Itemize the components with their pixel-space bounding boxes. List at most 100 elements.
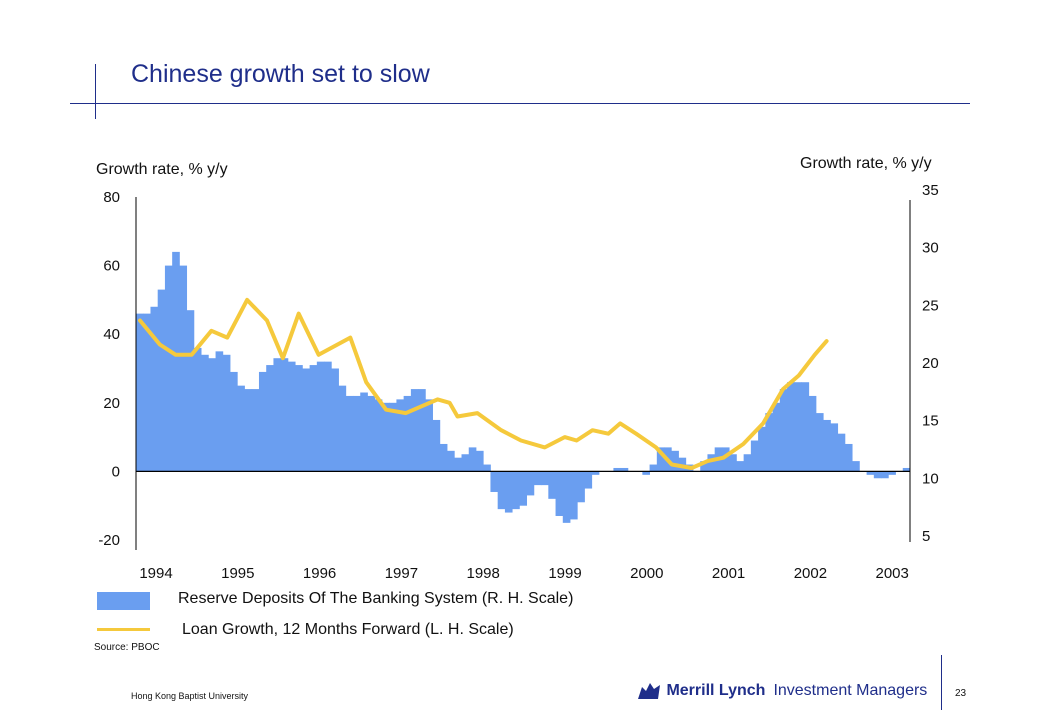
bar	[772, 402, 781, 472]
bar	[584, 471, 593, 489]
bar	[729, 454, 737, 472]
bar	[331, 368, 339, 472]
bar	[374, 399, 383, 472]
bar	[866, 471, 875, 475]
bar	[642, 471, 650, 475]
right-tick-label: 10	[922, 470, 939, 487]
left-tick-label: 20	[103, 395, 120, 412]
bar	[468, 447, 477, 472]
bar	[179, 265, 188, 472]
bar	[273, 358, 282, 472]
right-tick-label: 20	[922, 355, 939, 372]
bar	[555, 471, 564, 516]
bar	[541, 471, 549, 486]
bar	[765, 413, 773, 472]
source-note: Source: PBOC	[94, 642, 160, 653]
bar	[258, 371, 267, 472]
left-tick-labels: 80 60 40 20 0 -20	[98, 189, 120, 549]
bar	[570, 471, 578, 520]
bar	[230, 371, 238, 472]
bar	[164, 265, 173, 472]
bar	[461, 454, 470, 472]
title-divider-vertical	[95, 64, 96, 119]
bar	[215, 351, 224, 472]
bar	[808, 395, 817, 472]
bar	[338, 385, 347, 472]
bar	[208, 358, 216, 472]
bar	[743, 454, 752, 472]
bar	[830, 423, 839, 472]
page-title: Chinese growth set to slow	[131, 60, 430, 88]
bar	[779, 389, 788, 472]
bar	[700, 461, 708, 472]
bar	[447, 450, 455, 472]
bar	[418, 389, 426, 472]
right-tick-label: 35	[922, 182, 939, 199]
bar	[656, 447, 665, 472]
left-axis-title: Growth rate, % y/y	[96, 161, 228, 178]
left-tick-label: -20	[98, 532, 120, 549]
bar	[309, 365, 318, 472]
bar	[157, 289, 166, 472]
bar	[237, 385, 245, 472]
bar	[873, 471, 882, 479]
footer-divider	[941, 655, 942, 710]
logo-brand: Merrill Lynch	[666, 682, 766, 700]
left-tick-label: 40	[103, 326, 120, 343]
x-tick-label: 1995	[221, 565, 254, 582]
bar	[396, 399, 405, 472]
loan-growth-line	[138, 297, 829, 470]
x-tick-label: 2001	[712, 565, 745, 582]
bar	[222, 354, 231, 472]
page-number: 23	[955, 688, 967, 699]
bar	[186, 310, 195, 472]
right-tick-label: 15	[922, 413, 939, 430]
bar	[425, 399, 433, 472]
bar	[707, 454, 716, 472]
bar	[454, 457, 462, 472]
bar	[266, 365, 274, 472]
bar	[758, 426, 766, 472]
right-tick-label: 30	[922, 240, 939, 257]
x-tick-label: 1996	[303, 565, 336, 582]
bar	[562, 471, 571, 523]
footer-institution: Hong Kong Baptist University	[131, 691, 249, 701]
bar	[360, 392, 368, 472]
bar	[316, 361, 325, 472]
bar	[475, 450, 484, 472]
bar	[671, 450, 679, 472]
bar	[750, 440, 759, 472]
bar	[794, 382, 802, 472]
bar	[504, 471, 513, 513]
bar	[548, 471, 556, 499]
bar	[852, 461, 860, 472]
legend-line-label: Loan Growth, 12 Months Forward (L. H. Sc…	[182, 621, 514, 638]
bar	[136, 313, 144, 472]
bar	[881, 471, 889, 479]
right-tick-label: 5	[922, 528, 930, 545]
bar	[533, 471, 542, 486]
bar	[801, 382, 810, 472]
bar	[815, 413, 824, 472]
bar	[172, 251, 180, 472]
bar	[823, 419, 831, 472]
bar	[787, 382, 795, 472]
legend-bars-label: Reserve Deposits Of The Banking System (…	[178, 590, 574, 607]
bar	[613, 467, 622, 472]
bar	[324, 361, 332, 472]
bar	[367, 395, 376, 472]
bar	[888, 471, 896, 475]
bar	[736, 461, 745, 472]
bar	[251, 389, 260, 472]
bar	[526, 471, 535, 496]
bar	[201, 354, 209, 472]
bar	[302, 368, 310, 472]
x-tick-label: 2000	[630, 565, 663, 582]
bar	[483, 464, 491, 472]
bar	[902, 467, 911, 472]
right-tick-label: 25	[922, 297, 939, 314]
bar	[490, 471, 499, 492]
bar	[193, 347, 202, 472]
logo-sub: Investment Managers	[773, 682, 928, 700]
